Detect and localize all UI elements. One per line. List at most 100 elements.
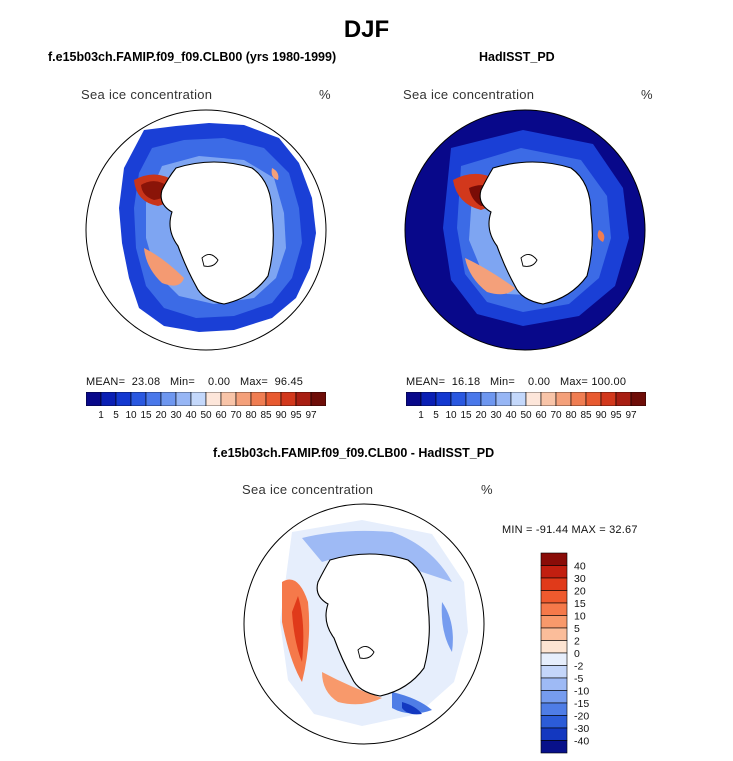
model-colorbar-tick-label: 97 [305, 410, 317, 421]
diff-minmax: MIN = -91.44 MAX = 32.67 [502, 524, 638, 536]
diff-colorbar-tick-label: 30 [574, 573, 586, 585]
diff-colorbar-tick-label: 2 [574, 636, 580, 648]
diff-panel-title: f.e15b03ch.FAMIP.f09_f09.CLB00 - HadISST… [213, 446, 495, 460]
obs-colorbar-swatch [435, 392, 452, 406]
diff-colorbar-tick-label: 40 [574, 561, 586, 573]
model-colorbar-swatch [115, 392, 132, 406]
diff-colorbar-tick-label: 20 [574, 586, 586, 598]
obs-colorbar-swatch [615, 392, 632, 406]
diff-colorbar-tick-label: 15 [574, 598, 586, 610]
diff-colorbar-swatch [540, 727, 568, 741]
obs-colorbar-tick-label: 85 [580, 410, 592, 421]
model-colorbar-tick-label: 60 [215, 410, 227, 421]
obs-colorbar-swatch [420, 392, 437, 406]
model-colorbar-tick-label: 40 [185, 410, 197, 421]
obs-colorbar-swatch [465, 392, 482, 406]
obs-colorbar-tick-label: 1 [418, 410, 424, 421]
diff-colorbar-swatch [540, 677, 568, 691]
model-colorbar-swatch [130, 392, 147, 406]
obs-colorbar-tick-label: 30 [490, 410, 502, 421]
obs-colorbar-tick-label: 40 [505, 410, 517, 421]
diff-colorbar-swatch [540, 602, 568, 616]
diff-colorbar-swatch [540, 690, 568, 704]
diff-colorbar-swatch [540, 590, 568, 604]
model-units-label: % [319, 87, 331, 102]
obs-colorbar-tick-label: 90 [595, 410, 607, 421]
diff-colorbar-tick-label: 5 [574, 623, 580, 635]
model-stats: MEAN= 23.08 Min= 0.00 Max= 96.45 [86, 376, 304, 388]
model-colorbar-swatch [310, 392, 326, 406]
diff-colorbar-tick-label: -30 [574, 723, 589, 735]
obs-colorbar-swatch [540, 392, 557, 406]
obs-colorbar-tick-label: 15 [460, 410, 472, 421]
diff-colorbar-tick-label: 10 [574, 611, 586, 623]
obs-colorbar-tick-label: 20 [475, 410, 487, 421]
model-colorbar-swatch [295, 392, 312, 406]
diff-colorbar-swatch [540, 740, 568, 754]
obs-colorbar-tick-label: 60 [535, 410, 547, 421]
diff-colorbar-tick-label: -2 [574, 661, 583, 673]
obs-colorbar-tick-label: 10 [445, 410, 457, 421]
model-colorbar-swatch [205, 392, 222, 406]
model-colorbar-tick-label: 15 [140, 410, 152, 421]
model-colorbar-swatch [265, 392, 282, 406]
model-colorbar-swatch [145, 392, 162, 406]
diff-colorbar-swatch [540, 627, 568, 641]
model-colorbar-tick-label: 85 [260, 410, 272, 421]
obs-units-label: % [641, 87, 653, 102]
model-colorbar [86, 392, 326, 406]
model-colorbar-swatch [100, 392, 117, 406]
model-colorbar-swatch [86, 392, 102, 406]
model-colorbar-swatch [220, 392, 237, 406]
diff-colorbar-tick-label: -40 [574, 736, 589, 748]
diff-colorbar-swatch [540, 577, 568, 591]
obs-stats: MEAN= 16.18 Min= 0.00 Max= 100.00 [406, 376, 627, 388]
model-colorbar-tick-label: 80 [245, 410, 257, 421]
model-colorbar-tick-label: 95 [290, 410, 302, 421]
obs-colorbar-tick-label: 5 [433, 410, 439, 421]
obs-colorbar-swatch [585, 392, 602, 406]
diff-colorbar-swatch [540, 665, 568, 679]
obs-colorbar [406, 392, 646, 406]
diff-colorbar-tick-label: -20 [574, 711, 589, 723]
model-colorbar-tick-label: 50 [200, 410, 212, 421]
obs-panel-title: HadISST_PD [479, 50, 555, 64]
obs-map [404, 109, 646, 351]
obs-colorbar-swatch [510, 392, 527, 406]
obs-colorbar-swatch [630, 392, 646, 406]
model-colorbar-tick-label: 20 [155, 410, 167, 421]
diff-colorbar-swatch [540, 565, 568, 579]
diff-colorbar-swatch [540, 552, 568, 566]
obs-plot-label: Sea ice concentration [403, 87, 535, 102]
diff-colorbar-tick-label: 0 [574, 648, 580, 660]
diff-colorbar-tick-label: -5 [574, 673, 583, 685]
obs-colorbar-labels: 1 5 10 15 20 30 40 50 60 70 80 85 90 95 97 [418, 410, 637, 421]
obs-colorbar-tick-label: 97 [625, 410, 637, 421]
model-colorbar-tick-label: 1 [98, 410, 104, 421]
model-colorbar-swatch [175, 392, 192, 406]
diff-colorbar-swatch [540, 615, 568, 629]
model-colorbar-tick-label: 30 [170, 410, 182, 421]
obs-colorbar-swatch [570, 392, 587, 406]
model-panel-title: f.e15b03ch.FAMIP.f09_f09.CLB00 (yrs 1980… [48, 50, 337, 64]
obs-colorbar-swatch [406, 392, 422, 406]
model-plot-label: Sea ice concentration [81, 87, 213, 102]
model-colorbar-swatch [190, 392, 207, 406]
model-colorbar-labels: 1 5 10 15 20 30 40 50 60 70 80 85 90 95 97 [98, 410, 317, 421]
model-colorbar-tick-label: 5 [113, 410, 119, 421]
diff-colorbar-swatch [540, 715, 568, 729]
model-colorbar-swatch [250, 392, 267, 406]
obs-colorbar-swatch [555, 392, 572, 406]
diff-plot-label: Sea ice concentration [242, 482, 374, 497]
model-colorbar-tick-label: 70 [230, 410, 242, 421]
model-colorbar-swatch [280, 392, 297, 406]
obs-colorbar-swatch [525, 392, 542, 406]
diff-colorbar-swatch [540, 702, 568, 716]
model-map [85, 109, 327, 351]
obs-colorbar-swatch [600, 392, 617, 406]
obs-colorbar-tick-label: 95 [610, 410, 622, 421]
model-colorbar-swatch [235, 392, 252, 406]
obs-colorbar-swatch [495, 392, 512, 406]
diff-colorbar-swatch [540, 652, 568, 666]
